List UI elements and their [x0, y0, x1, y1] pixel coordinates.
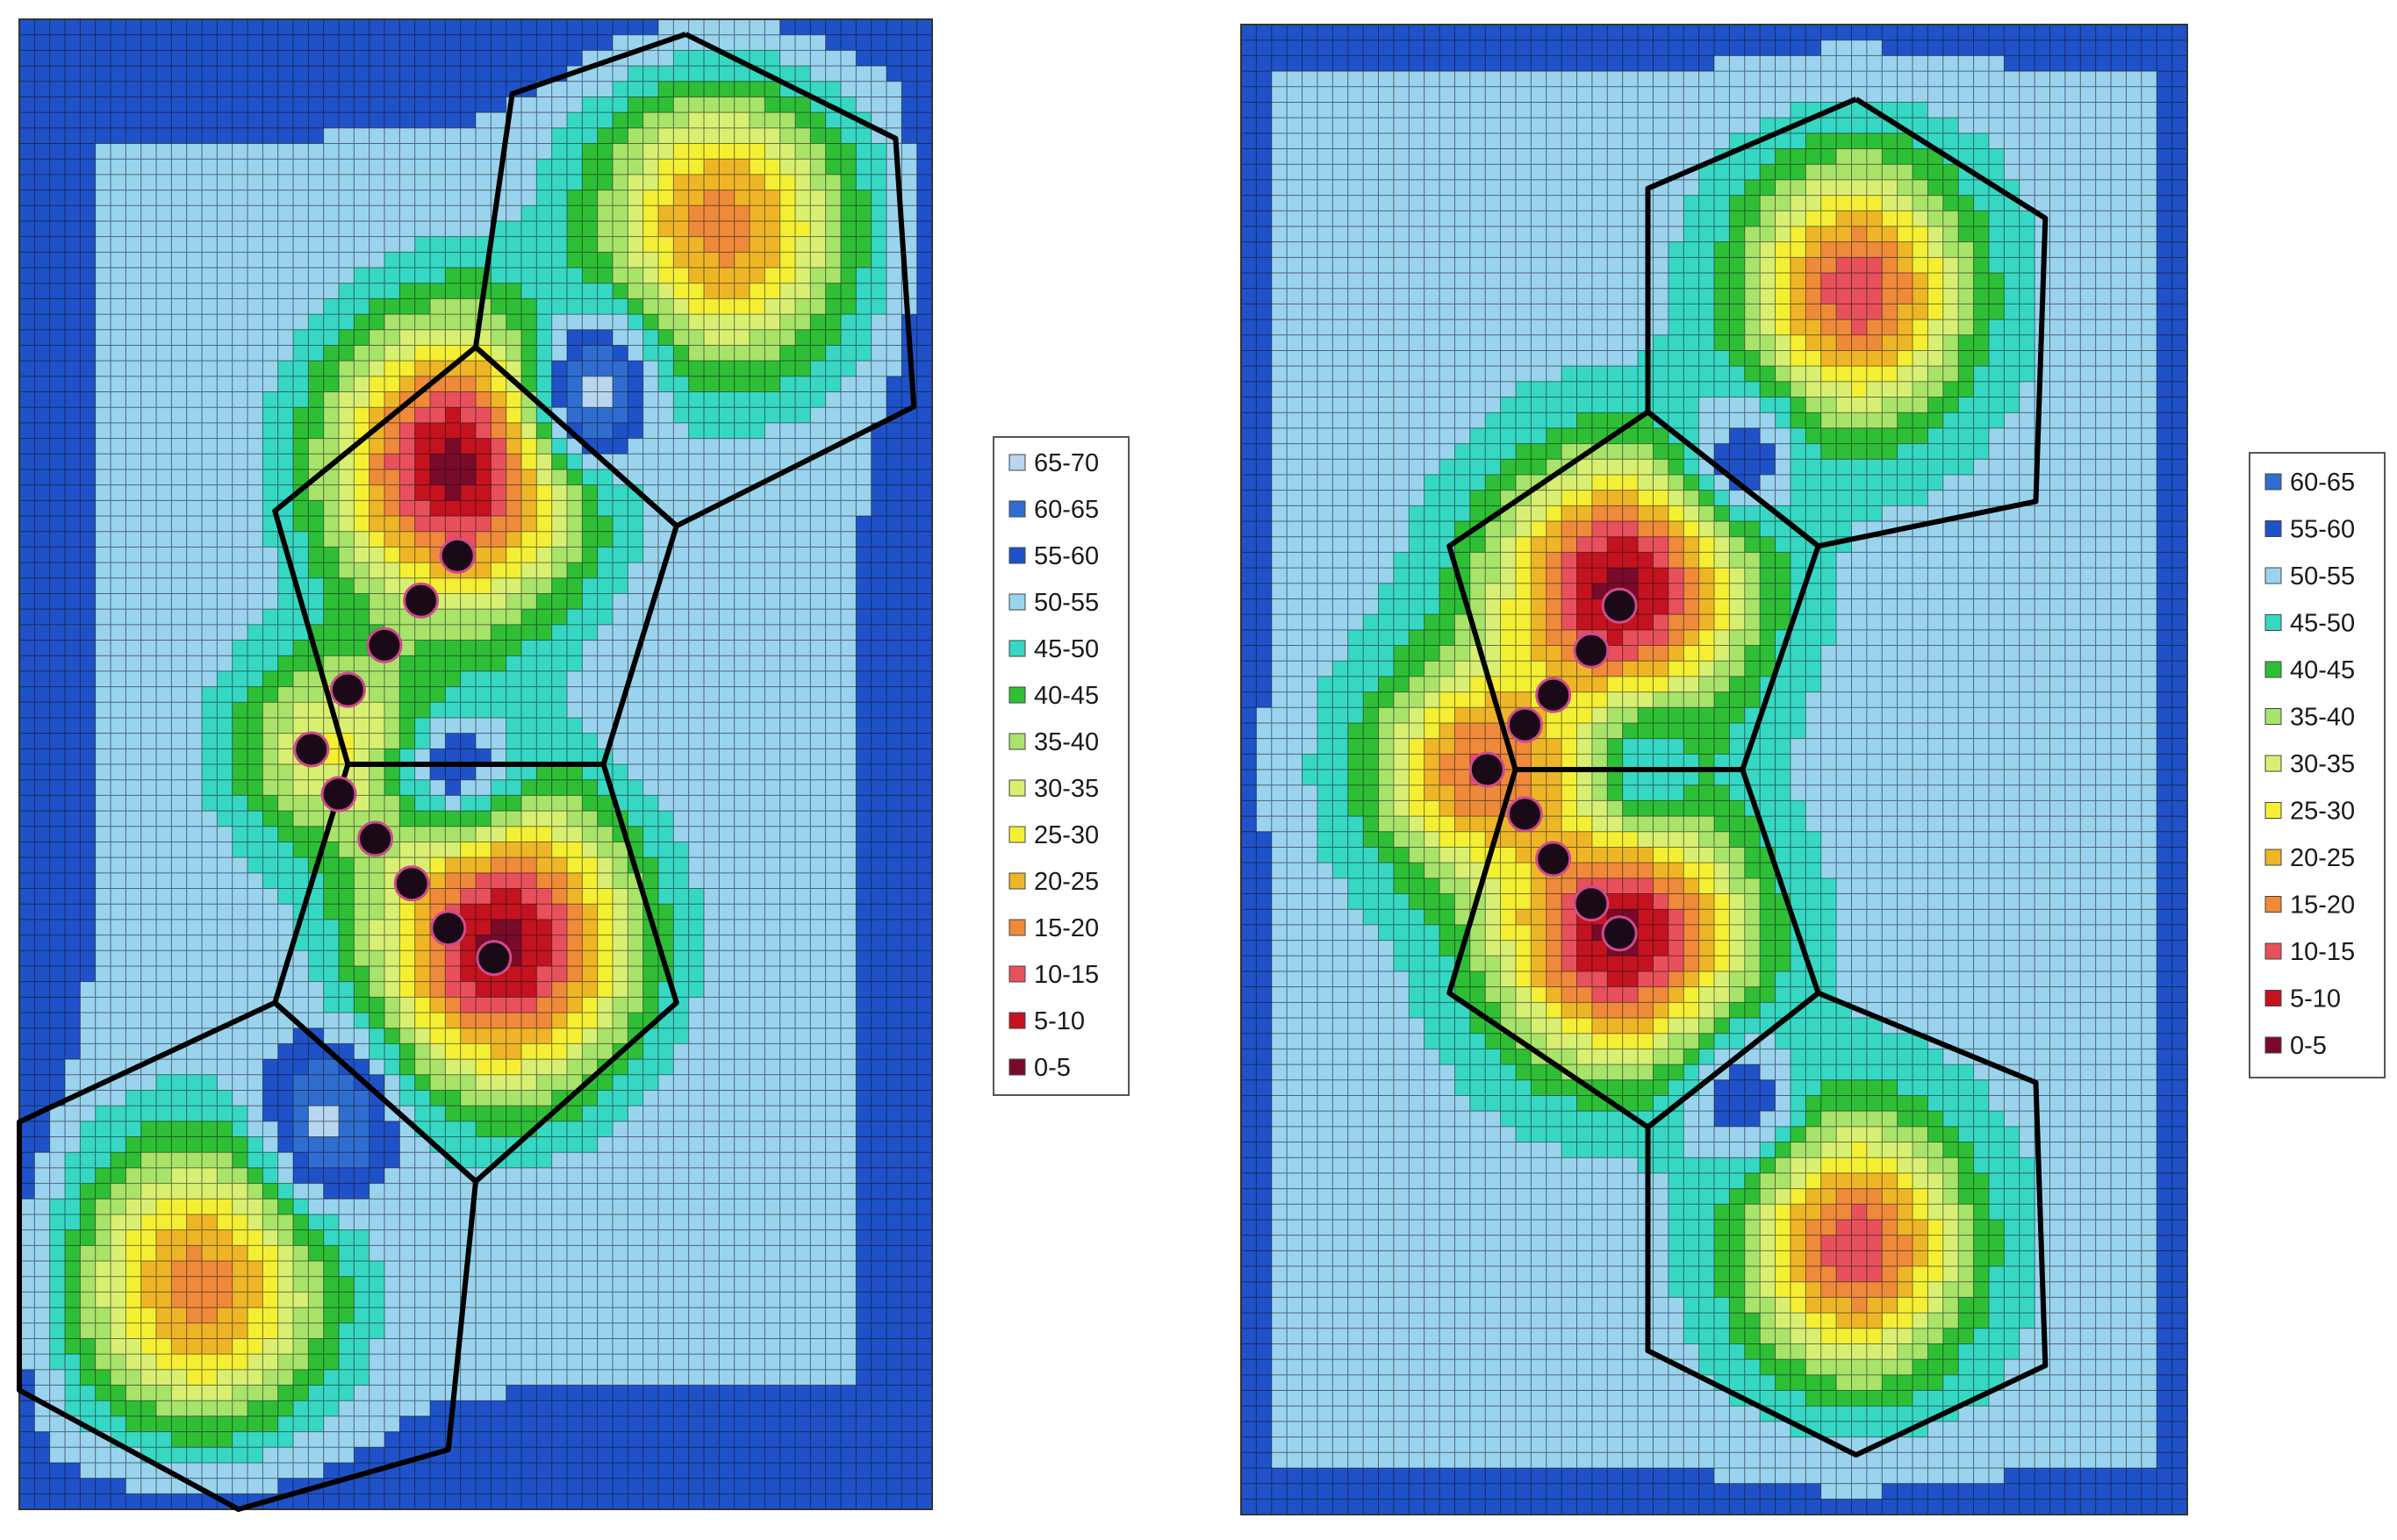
legend-swatch	[1008, 686, 1026, 704]
legend-swatch	[2264, 614, 2282, 631]
legend-label: 50-55	[2290, 562, 2355, 591]
legend-label: 50-55	[1034, 589, 1099, 617]
legend-label: 30-35	[1034, 775, 1099, 803]
legend-label: 60-65	[2290, 469, 2355, 497]
left-legend: 65-70 60-65 55-60 50-55 45-50 40-45 35-40 30-35…	[993, 436, 1130, 1096]
legend-label: 30-35	[2290, 750, 2355, 778]
atom-marker-5	[293, 731, 330, 768]
panel-border	[1240, 24, 2188, 1515]
legend-swatch	[2264, 1036, 2282, 1054]
legend-swatch	[2264, 896, 2282, 913]
atom-marker-3	[1535, 677, 1572, 713]
atom-marker-4	[1506, 706, 1543, 743]
atom-marker-8	[393, 865, 430, 902]
legend-label: 45-50	[1034, 635, 1099, 663]
ring-outline-3	[272, 762, 679, 1185]
legend-label: 20-25	[2290, 844, 2355, 872]
legend-label: 0-5	[2290, 1032, 2327, 1060]
atom-marker-6	[1506, 796, 1543, 833]
legend-swatch	[1008, 826, 1026, 843]
legend-swatch	[2264, 661, 2282, 678]
legend-label: 20-25	[1034, 868, 1099, 896]
legend-swatch	[2264, 942, 2282, 960]
atom-marker-7	[1535, 841, 1572, 877]
legend-swatch	[1008, 593, 1026, 611]
legend-swatch	[2264, 802, 2282, 819]
legend-label: 15-20	[1034, 914, 1099, 942]
atom-marker-8	[1573, 885, 1610, 922]
panel-border	[18, 18, 933, 1510]
legend-swatch	[1008, 640, 1026, 657]
legend-label: 5-10	[1034, 1007, 1085, 1035]
legend-swatch	[1008, 733, 1026, 750]
legend-label: 45-50	[2290, 610, 2355, 638]
legend-label: 25-30	[2290, 798, 2355, 826]
legend-label: 55-60	[2290, 516, 2355, 544]
atom-marker-7	[357, 820, 394, 857]
right-legend: 60-65 55-60 50-55 45-50 40-45 35-40 30-35 25-30…	[2249, 452, 2386, 1078]
legend-label: 0-5	[1034, 1054, 1071, 1082]
legend-label: 65-70	[1034, 449, 1099, 477]
legend-swatch	[1008, 919, 1026, 936]
legend-swatch	[2264, 849, 2282, 866]
legend-swatch	[1008, 547, 1026, 564]
legend-label: 15-20	[2290, 892, 2355, 920]
legend-swatch	[1008, 965, 1026, 983]
legend-swatch	[2264, 473, 2282, 491]
legend-swatch	[1008, 1058, 1026, 1076]
legend-label: 35-40	[2290, 704, 2355, 732]
ring-outline-4	[1645, 990, 2049, 1458]
left-contour-panel	[17, 18, 933, 1512]
atom-marker-1	[1601, 587, 1638, 624]
atom-marker-9	[1601, 915, 1638, 952]
legend-label: 55-60	[1034, 542, 1099, 570]
legend-label: 35-40	[1034, 728, 1099, 756]
legend-label: 60-65	[1034, 496, 1099, 524]
atom-marker-5	[1468, 751, 1505, 788]
legend-label: 40-45	[2290, 656, 2355, 684]
atom-marker-3	[366, 627, 403, 663]
legend-label: 10-15	[1034, 961, 1099, 989]
atom-marker-4	[329, 671, 366, 708]
atom-marker-2	[403, 582, 440, 619]
atom-marker-10	[476, 940, 513, 977]
atom-marker-6	[320, 776, 357, 813]
legend-swatch	[2264, 520, 2282, 537]
legend-swatch	[1008, 454, 1026, 471]
legend-swatch	[1008, 500, 1026, 518]
legend-swatch	[2264, 708, 2282, 725]
legend-label: 10-15	[2290, 938, 2355, 966]
legend-label: 25-30	[1034, 821, 1099, 849]
legend-label: 5-10	[2290, 985, 2341, 1014]
legend-swatch	[1008, 1012, 1026, 1029]
legend-swatch	[2264, 990, 2282, 1006]
legend-swatch	[1008, 779, 1026, 797]
atom-marker-2	[1573, 632, 1610, 669]
legend-label: 40-45	[1034, 682, 1099, 710]
right-contour-panel	[1240, 24, 2188, 1515]
legend-swatch	[1008, 872, 1026, 890]
atom-marker-9	[430, 910, 467, 947]
legend-swatch	[2264, 755, 2282, 772]
atom-marker-1	[439, 537, 476, 574]
ring-outline-4	[17, 999, 478, 1512]
legend-swatch	[2264, 567, 2282, 584]
